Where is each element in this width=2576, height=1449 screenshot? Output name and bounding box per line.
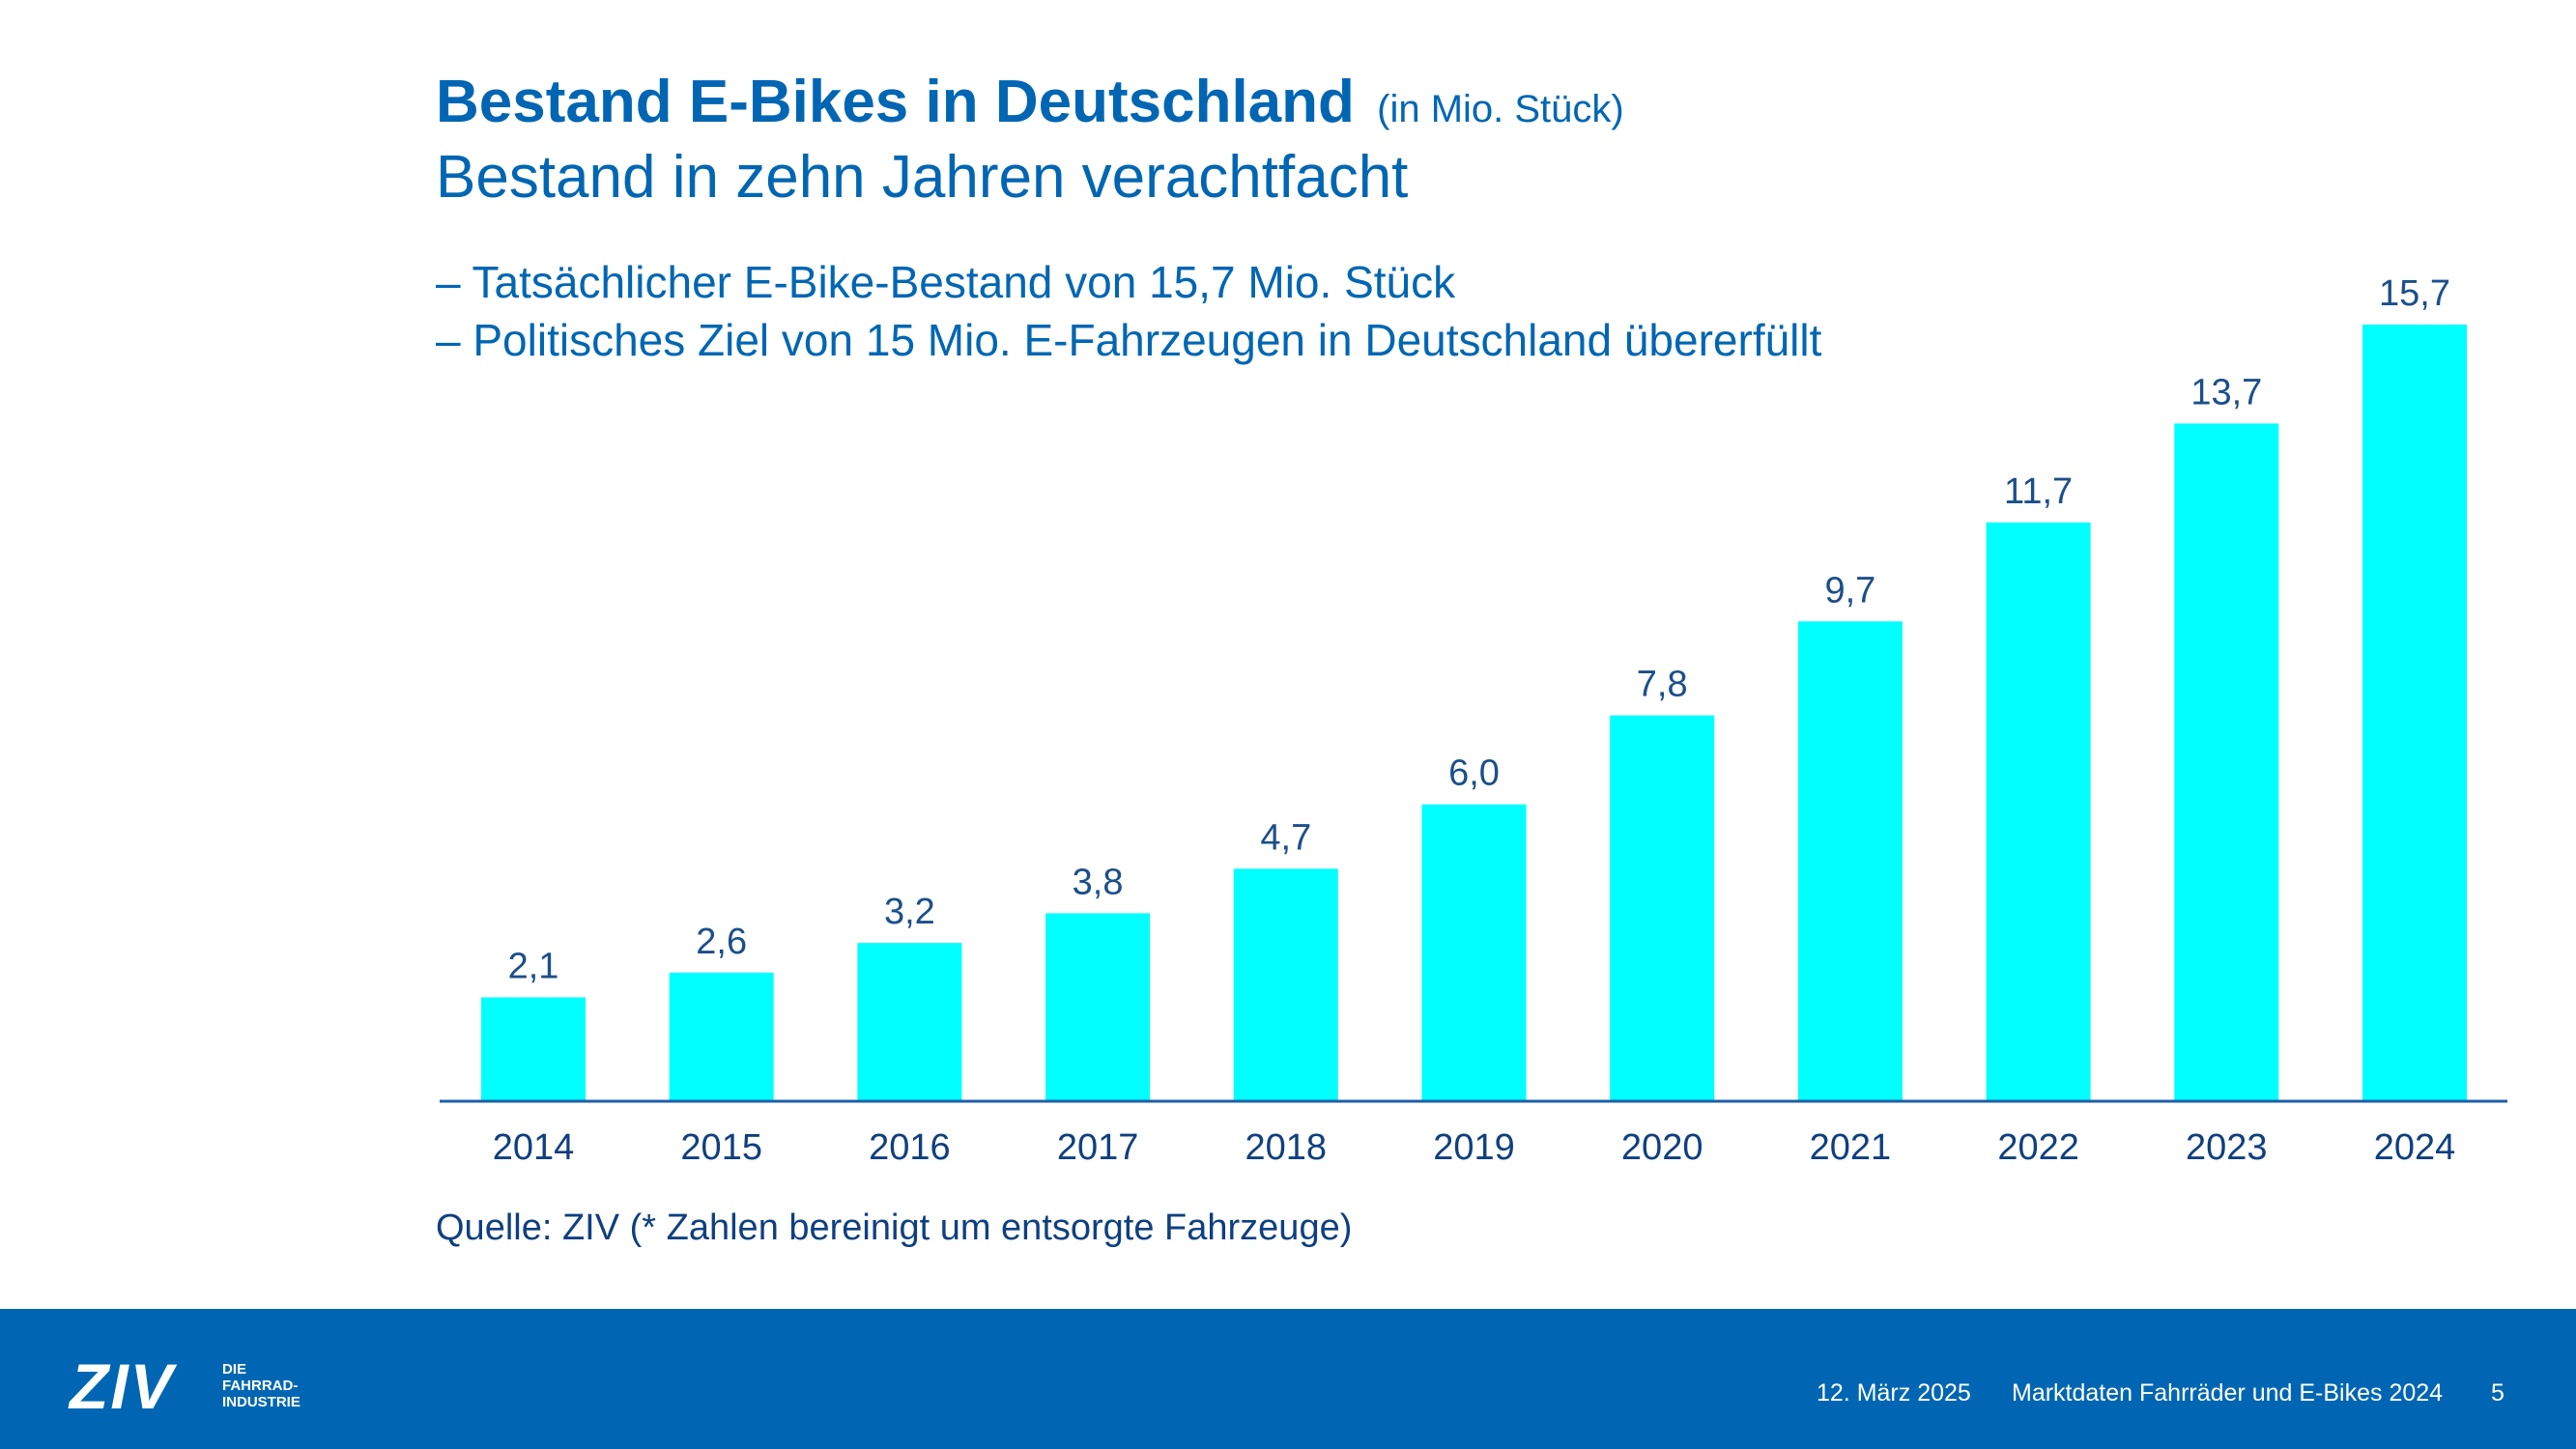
bar-2018 [1233,868,1338,1101]
bar-2015 [669,972,774,1101]
slide-subtitle: Bestand in zehn Jahren verachtfacht [436,144,1409,211]
bullet-item: – Tatsächlicher E-Bike-Bestand von 15,7 … [436,257,1456,307]
bar-2024 [2362,325,2467,1101]
data-label-2016: 3,2 [884,892,935,932]
footer-bar: ZIV DIE FAHRRAD- INDUSTRIE 12. März 2025… [0,1309,2576,1449]
logo-tagline: DIE FAHRRAD- INDUSTRIE [222,1361,301,1410]
bars-layer [481,325,2467,1101]
data-label-2022: 11,7 [2004,471,2073,512]
bar-2022 [1986,522,2091,1101]
x-tick-label-2024: 2024 [2374,1127,2456,1168]
x-tick-label-2021: 2021 [1810,1127,1892,1168]
bar-2020 [1610,715,1715,1101]
bar-2023 [2174,423,2279,1101]
data-label-2024: 15,7 [2379,273,2450,314]
data-label-2023: 13,7 [2190,372,2262,412]
labels-layer: 2,1 2014 2,6 2015 3,2 2016 3,8 2017 4,7 2018 6,0 20… [493,273,2456,1168]
x-tick-label-2018: 2018 [1245,1127,1328,1168]
bar-2014 [481,997,586,1101]
bar-2019 [1421,804,1527,1101]
data-label-2017: 3,8 [1073,862,1124,902]
logo-wordmark: ZIV [70,1350,175,1422]
x-tick-label-2017: 2017 [1057,1127,1139,1168]
x-tick-label-2023: 2023 [2186,1127,2268,1168]
x-tick-label-2016: 2016 [869,1127,951,1168]
slide-title-text: Bestand E-Bikes in Deutschland [436,69,1355,135]
source-note: Quelle: ZIV (* Zahlen bereinigt um entso… [436,1208,1353,1248]
slide-title-unit: (in Mio. Stück) [1377,88,1624,130]
footer-title: Marktdaten Fahrräder und E-Bikes 2024 [2012,1379,2444,1406]
slide-title: Bestand E-Bikes in Deutschland (in Mio. … [436,68,1624,136]
data-label-2018: 4,7 [1260,817,1311,858]
x-tick-label-2015: 2015 [680,1127,762,1168]
data-label-2015: 2,6 [696,922,747,962]
bar-2017 [1045,913,1151,1101]
bullet-item: – Politisches Ziel von 15 Mio. E-Fahrzeu… [436,315,1822,365]
bullet-list: – Tatsächlicher E-Bike-Bestand von 15,7 … [436,253,1821,369]
data-label-2021: 9,7 [1824,570,1875,611]
x-tick-label-2020: 2020 [1621,1127,1703,1168]
x-tick-label-2019: 2019 [1433,1127,1515,1168]
bar-2016 [857,943,962,1101]
page-number: 5 [2491,1379,2504,1406]
data-label-2020: 7,8 [1637,665,1688,705]
data-label-2019: 6,0 [1448,753,1500,794]
footer-date: 12. März 2025 [1817,1379,1971,1406]
x-tick-label-2022: 2022 [1997,1127,2079,1168]
data-label-2014: 2,1 [508,946,559,986]
bar-2021 [1797,621,1903,1101]
x-tick-label-2014: 2014 [493,1127,575,1168]
